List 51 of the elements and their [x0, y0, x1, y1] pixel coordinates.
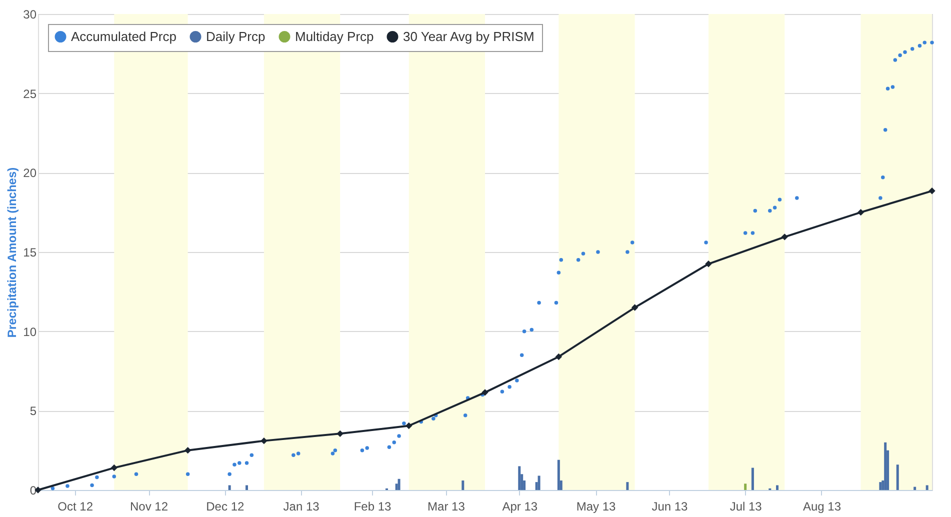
x-tick-label: Jan 13: [283, 500, 320, 514]
point: [336, 430, 344, 438]
bar: [557, 460, 560, 490]
point: [781, 234, 788, 240]
point: [928, 188, 936, 194]
bar: [626, 482, 629, 490]
bar: [776, 485, 779, 490]
point: [857, 208, 864, 216]
legend-label: Multiday Prcp: [295, 28, 374, 44]
point: [482, 389, 488, 396]
bar: [914, 486, 916, 490]
point: [705, 260, 712, 268]
bar: [926, 485, 928, 490]
x-tick-label: Aug 13: [802, 500, 842, 514]
bar: [518, 466, 521, 490]
y-tick-label: 5: [30, 404, 37, 418]
y-tick-label: 25: [23, 86, 37, 101]
x-tick-label: Feb 13: [354, 500, 392, 514]
y-tick-label: 10: [23, 324, 37, 339]
x-tick-label: Jul 13: [730, 500, 762, 514]
y-tick-label: 0: [30, 484, 37, 498]
legend-label: Daily Prcp: [206, 28, 266, 44]
y-axis-title: Precipitation Amount (inches): [5, 167, 20, 338]
x-tick-label: Jun 13: [652, 500, 688, 514]
x-tick-label: Apr 13: [502, 500, 538, 514]
bar: [884, 442, 887, 490]
bar: [751, 468, 754, 490]
bar: [462, 480, 464, 490]
point: [110, 464, 118, 472]
x-tick-label: Nov 12: [130, 500, 168, 514]
point: [260, 437, 268, 444]
point: [631, 304, 638, 311]
point: [555, 353, 562, 360]
y-tick-label: 15: [23, 246, 37, 260]
bar: [744, 484, 747, 490]
x-tick-label: Mar 13: [428, 500, 466, 514]
y-tick-label: 20: [23, 166, 37, 180]
legend-label: 30 Year Avg by PRISM: [403, 28, 534, 44]
legend-label: Accumulated Prcp: [71, 28, 176, 44]
bar: [228, 485, 231, 490]
bar: [538, 476, 540, 490]
x-tick-label: May 13: [576, 500, 616, 514]
y-tick-label: 30: [23, 8, 37, 22]
bar: [879, 482, 882, 490]
bar: [246, 485, 248, 490]
bar: [398, 478, 400, 490]
point: [406, 422, 412, 430]
bar: [896, 464, 899, 490]
x-tick-label: Oct 12: [58, 500, 94, 514]
x-tick-label: Dec 12: [206, 500, 244, 514]
point: [184, 446, 192, 454]
